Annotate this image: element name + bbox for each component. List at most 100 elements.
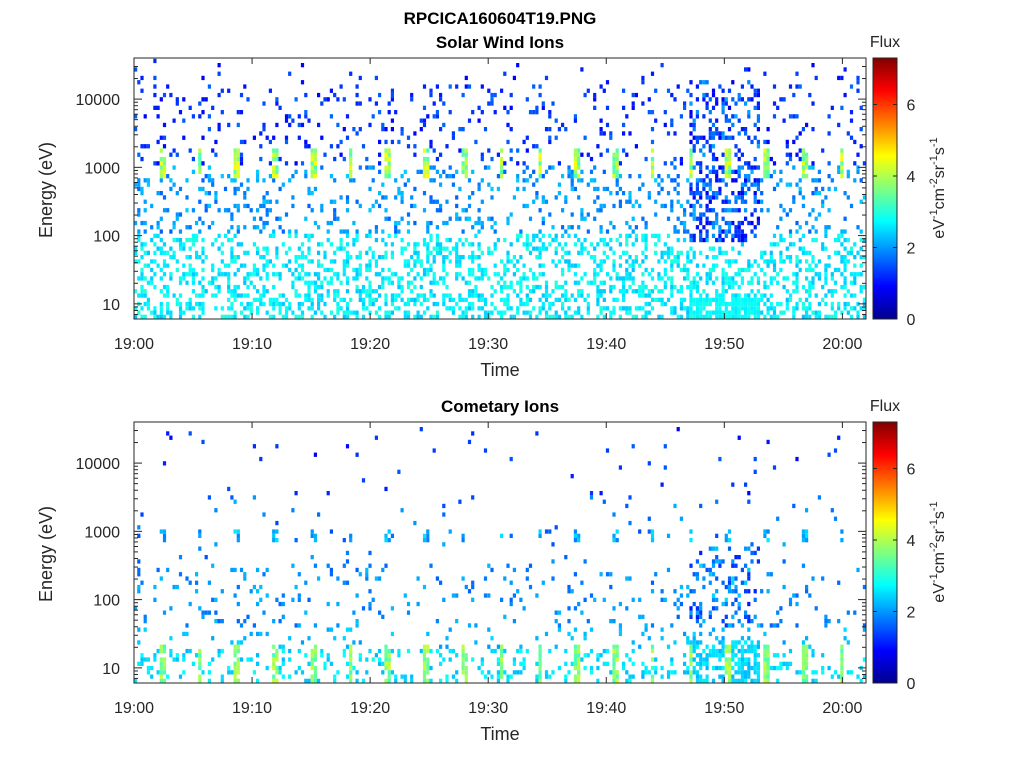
heatmap-cell — [853, 276, 857, 281]
heatmap-cell — [182, 631, 186, 637]
heatmap-cell — [628, 131, 632, 136]
heatmap-cell — [711, 131, 716, 136]
heatmap-cell — [390, 631, 394, 637]
heatmap-cell — [448, 627, 452, 632]
heatmap-cell — [593, 272, 597, 277]
heatmap-cell — [410, 92, 414, 98]
heatmap-cell — [371, 255, 375, 260]
heatmap-cell — [766, 148, 770, 153]
heatmap-cell — [734, 597, 738, 602]
heatmap-cell — [374, 101, 378, 106]
heatmap-cell — [304, 255, 308, 260]
heatmap-cell — [750, 165, 754, 170]
heatmap-cell — [291, 195, 295, 200]
heatmap-cell — [830, 276, 834, 281]
heatmap-cell — [288, 657, 292, 662]
heatmap-cell — [666, 255, 671, 260]
heatmap-cell — [731, 208, 735, 213]
heatmap-cell — [480, 84, 484, 89]
heatmap-cell — [756, 186, 760, 192]
heatmap-cell — [785, 661, 789, 666]
heatmap-cell — [426, 114, 430, 119]
heatmap-cell — [259, 301, 263, 307]
heatmap-cell — [538, 674, 542, 679]
heatmap-cell — [747, 619, 751, 624]
heatmap-cell — [615, 648, 619, 654]
heatmap-cell — [307, 246, 311, 251]
heatmap-cell — [657, 297, 661, 302]
heatmap-cell — [805, 665, 809, 671]
heatmap-cell — [233, 152, 237, 157]
heatmap-cell — [140, 314, 144, 319]
x-tick-label: 19:40 — [586, 336, 626, 353]
heatmap-cell — [525, 135, 529, 140]
heatmap-cell — [378, 661, 382, 666]
heatmap-cell — [256, 250, 260, 255]
heatmap-cell — [310, 165, 314, 170]
heatmap-cell — [548, 306, 552, 311]
heatmap-cell — [782, 559, 786, 564]
heatmap-cell — [140, 220, 144, 226]
heatmap-cell — [272, 653, 276, 658]
heatmap-cell — [410, 195, 414, 200]
heatmap-cell — [172, 182, 176, 187]
heatmap-cell — [808, 280, 812, 285]
heatmap-cell — [679, 203, 683, 209]
heatmap-cell — [310, 152, 314, 157]
heatmap-cell — [525, 576, 529, 581]
heatmap-cell — [686, 250, 690, 255]
heatmap-cell — [548, 529, 552, 534]
heatmap-cell — [265, 250, 269, 255]
x-tick-label: 19:50 — [704, 336, 744, 353]
heatmap-cell — [631, 314, 635, 319]
heatmap-cell — [795, 280, 799, 285]
heatmap-cell — [422, 310, 427, 315]
heatmap-cell — [233, 310, 237, 315]
heatmap-cell — [304, 169, 308, 174]
heatmap-cell — [750, 306, 754, 311]
heatmap-cell — [288, 178, 292, 183]
heatmap-cell — [201, 259, 205, 264]
heatmap-cell — [387, 148, 391, 153]
heatmap-cell — [284, 118, 289, 123]
heatmap-cell — [406, 242, 411, 247]
heatmap-cell — [647, 272, 651, 277]
heatmap-cell — [490, 195, 494, 200]
heatmap-cell — [384, 653, 388, 658]
heatmap-cell — [782, 640, 786, 645]
heatmap-cell — [731, 665, 735, 671]
heatmap-cell — [650, 623, 655, 628]
colorbar-tick-label: 2 — [907, 604, 916, 621]
heatmap-cell — [284, 297, 289, 302]
heatmap-cell — [711, 593, 716, 598]
heatmap-cell — [705, 165, 709, 170]
heatmap-cell — [769, 623, 773, 628]
heatmap-cell — [317, 678, 321, 683]
heatmap-cell — [371, 297, 375, 302]
heatmap-cell — [654, 118, 658, 123]
panel-cometary-ions: Cometary Ions 19:00 19:10 19:20 19:30 19:40 1… — [36, 397, 948, 744]
heatmap-cell — [801, 674, 805, 679]
heatmap-cell — [824, 314, 828, 319]
heatmap-cell — [695, 110, 699, 115]
heatmap-cell — [663, 465, 667, 470]
heatmap-cell — [573, 280, 577, 285]
heatmap-cell — [731, 301, 735, 307]
heatmap-cell — [689, 297, 693, 302]
heatmap-cell — [724, 533, 728, 538]
heatmap-cell — [455, 653, 459, 658]
heatmap-cell — [840, 169, 844, 174]
heatmap-cell — [660, 589, 664, 594]
heatmap-cell — [387, 314, 391, 319]
heatmap-cell — [329, 259, 333, 264]
y-tick-label: 10 — [102, 661, 120, 678]
heatmap-cell — [159, 657, 163, 662]
heatmap-cell — [358, 127, 362, 132]
heatmap-cell — [676, 237, 680, 243]
heatmap-cell — [310, 191, 314, 196]
heatmap-cell — [798, 191, 802, 196]
heatmap-cell — [740, 127, 744, 132]
heatmap-cell — [853, 242, 857, 247]
heatmap-cell — [705, 216, 709, 221]
heatmap-cell — [259, 276, 263, 281]
